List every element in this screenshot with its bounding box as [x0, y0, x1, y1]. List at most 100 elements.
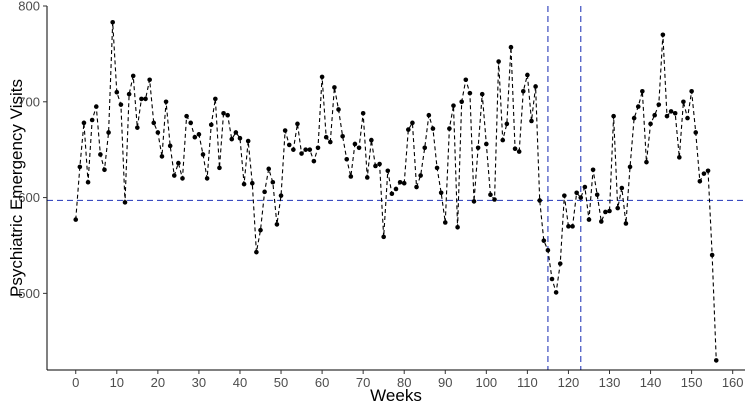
data-point [508, 44, 514, 50]
data-point [151, 120, 157, 126]
data-point [336, 107, 341, 112]
data-point [590, 167, 596, 173]
data-point [664, 113, 670, 119]
data-point [126, 91, 132, 97]
data-point [693, 130, 699, 135]
data-point [484, 141, 489, 147]
data-point [689, 88, 694, 94]
data-point [204, 176, 210, 181]
data-point [455, 224, 460, 230]
data-point [500, 137, 506, 143]
data-point [328, 139, 333, 145]
data-point [529, 118, 534, 124]
data-point [594, 192, 600, 198]
data-point [106, 130, 111, 135]
data-point [467, 90, 473, 96]
data-point [188, 120, 194, 126]
data-point [147, 77, 152, 83]
data-point [533, 84, 538, 89]
data-point [504, 121, 510, 127]
data-point [381, 234, 386, 240]
data-point [438, 190, 444, 196]
data-point [77, 164, 83, 170]
data-point [295, 121, 300, 127]
data-point [282, 128, 288, 133]
data-point [627, 164, 633, 170]
data-point [254, 249, 259, 255]
data-point [159, 154, 165, 159]
y-tick-label: 700 [18, 94, 40, 109]
data-point [488, 192, 493, 198]
data-point [414, 184, 419, 190]
x-tick-label: 90 [438, 375, 452, 390]
data-point [598, 219, 604, 224]
data-point [171, 173, 177, 178]
data-point [323, 134, 329, 140]
data-point [512, 146, 518, 152]
data-point [163, 99, 169, 105]
data-point [385, 168, 391, 174]
x-tick-label: 70 [356, 375, 370, 390]
data-point [701, 171, 707, 176]
x-tick-label: 30 [192, 375, 206, 390]
reference-lines [47, 6, 745, 370]
data-point [237, 135, 243, 141]
x-tick-label: 150 [681, 375, 703, 390]
data-point [479, 91, 485, 97]
data-point [426, 112, 432, 118]
data-point [221, 110, 226, 116]
y-tick-label: 800 [18, 0, 40, 14]
data-point [459, 99, 464, 105]
data-point [299, 151, 304, 156]
data-point [73, 217, 79, 222]
data-point [274, 222, 280, 227]
data-point [516, 149, 522, 154]
x-tick-label: 130 [599, 375, 621, 390]
data-point [167, 143, 173, 149]
data-point [709, 252, 715, 258]
data-point [135, 125, 140, 130]
data-points [73, 19, 719, 363]
y-tick-label: 600 [18, 190, 40, 205]
data-point [648, 121, 653, 127]
data-point [582, 184, 588, 190]
data-point [377, 161, 382, 167]
data-point [122, 200, 128, 205]
data-point [635, 104, 641, 109]
data-point [525, 72, 530, 78]
data-point [644, 159, 649, 165]
data-point [278, 193, 284, 198]
data-point [360, 110, 366, 116]
data-point [586, 217, 592, 222]
data-point [545, 247, 551, 253]
data-point [492, 197, 497, 202]
y-axis-title: Psychiatric Emergency Visits [7, 79, 26, 297]
data-point [249, 180, 255, 186]
data-point [537, 198, 543, 203]
data-point [656, 102, 662, 107]
data-point [114, 89, 120, 95]
data-point [393, 186, 399, 192]
data-point [434, 165, 440, 171]
data-point [574, 190, 579, 196]
data-point [155, 130, 161, 135]
data-point [286, 142, 292, 148]
data-point [677, 155, 682, 160]
data-point [98, 152, 103, 157]
data-point [406, 127, 411, 132]
data-point [471, 199, 477, 204]
data-point [332, 85, 337, 90]
data-point [213, 96, 218, 102]
data-point [364, 175, 370, 180]
data-point [200, 152, 206, 157]
data-point [447, 126, 452, 131]
data-point [319, 74, 325, 80]
data-point [697, 178, 703, 184]
x-tick-label: 160 [722, 375, 744, 390]
x-tick-label: 110 [517, 375, 538, 390]
data-point [475, 145, 481, 151]
data-point [578, 195, 584, 200]
x-tick-label: 40 [233, 375, 247, 390]
data-point [430, 126, 436, 131]
